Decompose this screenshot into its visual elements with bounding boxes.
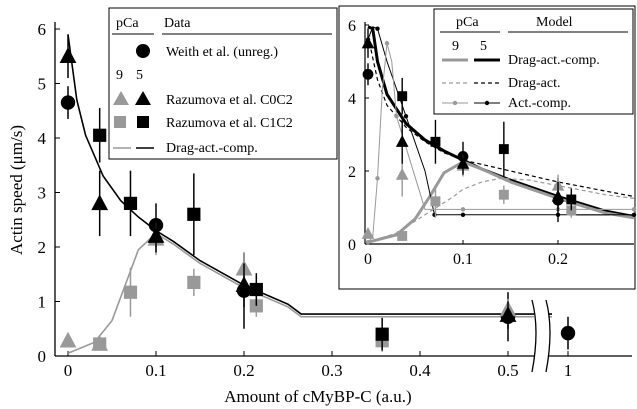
model-curve <box>67 34 552 315</box>
inset-data-point <box>395 135 409 147</box>
inset-legend-entry-dac: Drag-act.-comp. <box>508 53 600 68</box>
inset-model-curve <box>367 35 635 198</box>
inset-data-point <box>566 194 577 205</box>
data-point <box>187 207 201 221</box>
inset-data-point <box>430 196 441 207</box>
inset-data-point <box>498 189 509 200</box>
inset-model-curve <box>367 177 635 243</box>
legend-pca-9: 9 <box>116 68 123 83</box>
main-y-ticks: 0 1 2 3 4 5 6 <box>38 20 60 366</box>
main-y-tick-label: 0 <box>38 347 47 366</box>
inset-curve-dot <box>375 176 380 181</box>
main-y-tick-label: 3 <box>38 184 47 203</box>
main-y-tick-label: 2 <box>38 238 47 257</box>
main-x-tick-label: 0.2 <box>233 361 254 380</box>
inset-legend-pca-9: 9 <box>452 39 459 54</box>
data-point <box>560 325 576 341</box>
inset-data-point <box>395 167 409 180</box>
main-y-tick-label: 4 <box>38 129 47 148</box>
inset-legend-header-pca: pCa <box>456 15 479 30</box>
inset-data-point <box>361 227 375 239</box>
legend-marker-c0c2-pca5 <box>135 91 151 105</box>
inset-curve-dot <box>375 26 380 31</box>
axis-break <box>531 299 551 373</box>
legend-entry-c1c2: Razumova et al. C1C2 <box>166 116 293 131</box>
inset-curve-dot <box>631 212 637 217</box>
data-point <box>123 285 138 299</box>
main-x-tick-label: 0.4 <box>409 361 431 380</box>
inset-legend: pCa Model 9 5 Drag-act.-comp. Drag-act. … <box>433 8 634 115</box>
inset-data-point <box>551 189 565 202</box>
legend-pca-5: 5 <box>136 68 143 83</box>
legend-entry-model: Drag-act.-comp. <box>166 141 258 156</box>
inset-data-point <box>362 68 374 80</box>
legend-marker-weith <box>136 44 150 58</box>
main-y-tick-label: 5 <box>38 75 47 94</box>
main-y-tick-label: 6 <box>38 20 47 39</box>
main-y-tick-label: 1 <box>38 293 47 312</box>
main-chart: 0 1 2 3 4 5 6 0 0.1 0.2 0.3 0.4 0.5 1 Actin speed (μ… <box>7 20 632 406</box>
data-point <box>59 331 77 348</box>
data-point <box>249 299 263 313</box>
inset-legend-pca-5: 5 <box>480 39 487 54</box>
y-axis-label: Actin speed (μm/s) <box>7 125 26 255</box>
main-legend: pCa Data Weith et al. (unreg.) 9 5 Razum… <box>108 7 338 160</box>
legend-header-data: Data <box>164 16 191 31</box>
inset-curve-dot <box>403 114 409 119</box>
main-data-points <box>59 34 576 352</box>
inset-curve-dot <box>394 114 399 119</box>
main-x-tick-label: 0.3 <box>321 361 342 380</box>
inset-curve-dot <box>460 207 466 212</box>
inset-data-point <box>430 136 441 147</box>
data-point <box>235 276 253 292</box>
inset-curve-dot <box>365 239 371 245</box>
data-point <box>60 95 76 110</box>
inset-y-tick-label: 6 <box>348 18 356 35</box>
data-point <box>147 227 165 243</box>
data-point <box>93 128 107 142</box>
legend-header-pca: pCa <box>116 16 139 31</box>
inset-y-tick-label: 0 <box>348 237 356 254</box>
inset-legend-entry-ac: Act.-comp. <box>508 96 571 111</box>
inset-curve-dot <box>460 212 466 217</box>
data-point <box>375 327 389 341</box>
main-x-ticks: 0 0.1 0.2 0.3 0.4 0.5 1 <box>64 351 573 380</box>
data-point <box>93 337 107 351</box>
data-point <box>187 275 201 290</box>
main-model-curves <box>67 34 552 355</box>
legend-marker-c1c2-pca5 <box>137 116 149 128</box>
legend-entry-weith: Weith et al. (unreg.) <box>166 45 278 60</box>
inset-data-point <box>361 36 375 49</box>
inset-data-point <box>397 91 408 102</box>
main-x-tick-label: 0 <box>64 361 73 380</box>
inset-y-tick-label: 2 <box>348 164 356 181</box>
inset-legend-header-model: Model <box>536 15 573 30</box>
inset-data-points <box>361 28 577 241</box>
inset-data-point <box>397 231 408 241</box>
inset-legend-entry-da: Drag-act. <box>508 76 560 91</box>
main-x-tick-label: 0.5 <box>497 361 518 380</box>
data-point <box>59 47 77 63</box>
inset-x-tick-label: 0.2 <box>548 251 568 268</box>
main-x-tick-label: 1 <box>564 361 573 380</box>
data-point <box>91 194 109 211</box>
inset-data-point <box>498 144 509 155</box>
data-point <box>123 196 138 210</box>
legend-marker-c1c2-pca9 <box>114 116 126 128</box>
inset-data-point <box>456 156 470 169</box>
x-axis-label: Amount of cMyBP-C (a.u.) <box>224 387 411 406</box>
inset-curve-dot <box>384 41 390 46</box>
inset-x-tick-label: 0.1 <box>453 251 473 268</box>
inset-curve-dot <box>631 207 637 212</box>
inset-y-tick-label: 4 <box>348 91 356 108</box>
legend-marker-c0c2-pca9 <box>113 91 129 105</box>
data-point <box>499 306 517 322</box>
inset-x-tick-label: 0 <box>364 251 372 268</box>
model-curve <box>67 232 552 355</box>
inset-x-ticks: 0 0.1 0.2 <box>364 240 568 268</box>
legend-entry-c0c2: Razumova et al. C0C2 <box>166 93 293 108</box>
data-point <box>249 282 263 297</box>
main-x-tick-label: 0.1 <box>145 361 166 380</box>
